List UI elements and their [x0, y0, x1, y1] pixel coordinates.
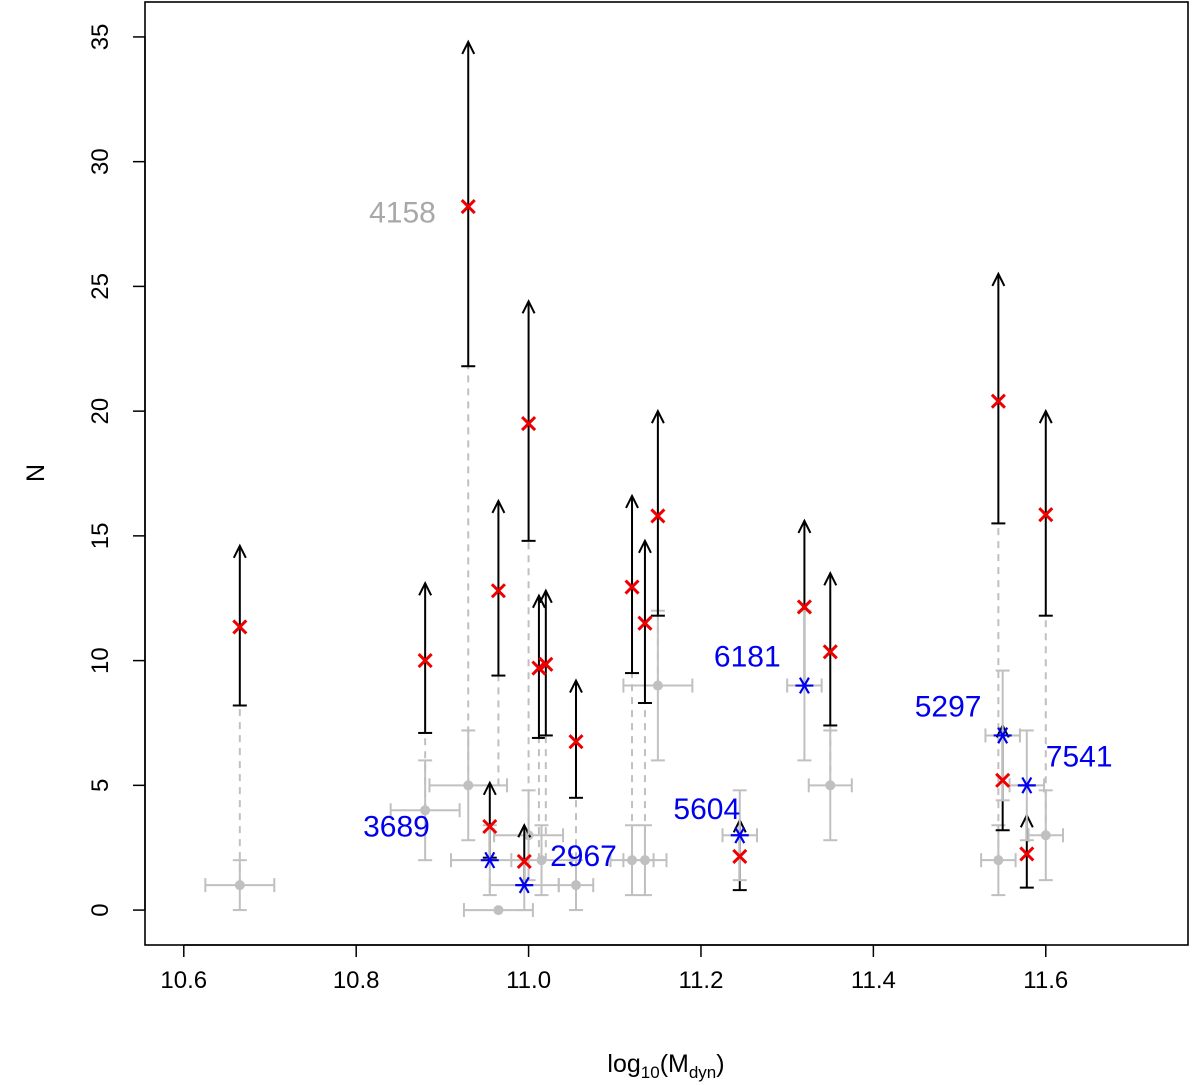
x-marker-stroke — [516, 853, 532, 869]
estimate-x-marker — [460, 199, 476, 215]
upper-limit-arrow — [232, 543, 247, 559]
highlight-asterisk-marker — [795, 677, 814, 694]
asterisk-stroke — [997, 727, 1009, 744]
upper-limit-arrow — [1038, 408, 1053, 424]
x-marker-stroke — [650, 508, 666, 524]
estimate-x-marker — [232, 619, 248, 635]
estimate-x-marker — [637, 615, 653, 631]
upper-limit-arrow — [797, 518, 812, 534]
point-annotation: 7541 — [1046, 740, 1113, 773]
estimate-x-marker — [417, 653, 433, 669]
x-axis: 10.6 10.8 11.0 11.2 11.4 11.6 — [160, 944, 1068, 994]
x-marker-stroke — [990, 393, 1006, 409]
x-marker-stroke — [995, 772, 1011, 788]
upper-limit-arrow — [625, 493, 639, 509]
x-marker-stroke — [796, 599, 812, 615]
y-tick-label: 0 — [87, 903, 114, 916]
highlight-asterisk-marker — [730, 826, 749, 844]
highlight-asterisk-marker — [993, 727, 1012, 744]
x-marker-stroke — [637, 615, 653, 631]
y-tick-label: 5 — [87, 779, 114, 792]
x-marker-stroke — [538, 656, 554, 672]
upper-limit-arrow — [991, 271, 1006, 287]
asterisk-stroke — [798, 677, 810, 694]
x-tick-label: 10.8 — [333, 967, 380, 994]
asterisk-stroke — [518, 876, 530, 894]
estimate-x-marker — [1019, 846, 1035, 862]
x-marker-stroke — [417, 653, 433, 669]
estimate-x-marker — [516, 853, 532, 869]
asterisk-stroke — [734, 826, 746, 844]
point-annotation: 2967 — [550, 840, 617, 873]
x-marker-stroke — [232, 619, 248, 635]
estimate-x-marker — [482, 818, 498, 835]
point-annotation: 5297 — [915, 691, 982, 724]
estimate-x-marker — [1038, 507, 1054, 523]
estimate-x-marker — [490, 583, 506, 599]
upper-limit-arrow — [823, 571, 838, 586]
estimate-x-marker — [732, 848, 748, 864]
estimate-x-marker — [995, 772, 1011, 788]
x-marker-stroke — [490, 583, 506, 599]
y-tick-label: 10 — [87, 647, 114, 674]
upper-limit-arrow — [461, 39, 476, 55]
x-marker-stroke — [1019, 846, 1035, 862]
x-tick-label: 11.2 — [679, 967, 724, 994]
x-marker-stroke — [1038, 507, 1054, 523]
upper-limit-arrow — [538, 588, 553, 604]
x-marker-stroke — [568, 734, 584, 750]
upper-limit-arrow — [638, 538, 652, 554]
estimate-x-marker — [650, 508, 666, 524]
estimate-x-marker — [521, 416, 537, 432]
estimate-markers-layer — [232, 199, 1054, 869]
estimate-x-marker — [990, 393, 1006, 409]
x-marker-stroke — [460, 199, 476, 215]
estimate-x-marker — [796, 599, 812, 615]
estimate-x-marker — [822, 644, 838, 660]
point-annotation: 3689 — [363, 810, 430, 843]
highlight-points-layer — [450, 609, 1046, 912]
x-marker-stroke — [521, 416, 537, 432]
upper-limit-arrow — [521, 299, 536, 314]
y-tick-label: 30 — [87, 148, 114, 175]
x-tick-label: 10.6 — [160, 967, 207, 994]
y-tick-label: 20 — [87, 398, 114, 425]
observed-points-layer — [204, 609, 1065, 918]
x-marker-stroke — [732, 848, 748, 864]
point-annotation: 6181 — [714, 641, 781, 674]
y-axis-title: N — [22, 464, 50, 482]
point-annotation: 4158 — [369, 197, 436, 230]
plot-frame — [144, 1, 1189, 946]
x-tick-label: 11.0 — [506, 967, 551, 994]
x-marker-stroke — [822, 644, 838, 660]
asterisk-stroke — [484, 851, 496, 869]
asterisk-stroke — [1021, 776, 1033, 794]
highlight-asterisk-marker — [480, 851, 499, 869]
upper-limit-arrow — [482, 780, 497, 796]
upper-limit-arrow — [491, 498, 506, 514]
x-tick-label: 11.6 — [1023, 967, 1068, 994]
x-marker-stroke — [482, 818, 498, 835]
estimate-x-marker — [624, 579, 640, 595]
observed-point — [493, 905, 504, 916]
highlight-asterisk-marker — [515, 876, 534, 894]
upper-limit-arrow — [532, 593, 546, 609]
estimate-x-marker — [568, 734, 584, 750]
y-tick-label: 25 — [87, 273, 114, 300]
x-axis-title: log10(Mdyn) — [607, 1050, 724, 1082]
y-axis: 0 5 10 15 20 25 30 35 — [87, 24, 146, 917]
estimate-x-marker — [538, 656, 554, 672]
x-tick-label: 11.4 — [851, 967, 896, 994]
upper-limit-arrow — [418, 581, 433, 596]
x-marker-stroke — [624, 579, 640, 595]
point-annotation: 5604 — [673, 793, 740, 826]
upper-limit-arrow — [569, 678, 583, 694]
y-tick-label: 15 — [87, 523, 114, 550]
estimate-limits-layer — [232, 39, 1053, 892]
highlight-asterisk-marker — [1017, 776, 1036, 794]
y-tick-label: 35 — [87, 24, 114, 51]
upper-limit-arrow — [650, 408, 665, 424]
annotations-layer: 4158 3689 2967 5604 6181 5297 7541 — [363, 197, 1112, 874]
